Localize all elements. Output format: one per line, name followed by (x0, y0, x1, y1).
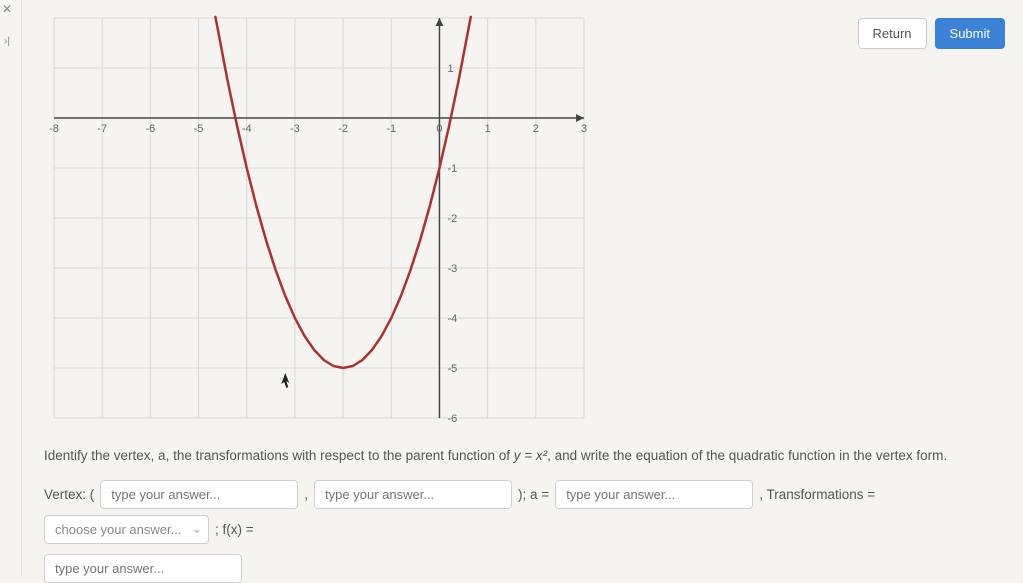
answer-row-2 (44, 554, 1005, 583)
svg-text:-8: -8 (49, 123, 59, 135)
svg-text:2: 2 (533, 123, 539, 135)
prompt-text-pre: Identify the vertex, a, the transformati… (44, 448, 514, 463)
vertex-x-input[interactable] (100, 480, 298, 509)
comma-label: , (304, 487, 308, 502)
collapse-icon[interactable]: ›| (4, 36, 10, 47)
transformations-select[interactable]: choose your answer... (44, 515, 209, 544)
svg-text:1: 1 (447, 63, 453, 75)
fx-label: ; f(x) = (215, 522, 254, 537)
close-icon[interactable]: ✕ (2, 2, 12, 16)
svg-text:-3: -3 (447, 263, 457, 275)
svg-text:-1: -1 (447, 163, 457, 175)
graph-container: -8 -7 -6 -5 -4 -3 -2 -1 0 1 2 3 -6 -5 -4 -3 -2 -1 1 (44, 8, 594, 428)
svg-text:-2: -2 (447, 213, 457, 225)
svg-text:-6: -6 (447, 413, 457, 425)
main-content: -8 -7 -6 -5 -4 -3 -2 -1 0 1 2 3 -6 -5 -4 -3 -2 -1 1 Identi… (44, 8, 1005, 568)
a-input[interactable] (555, 480, 753, 509)
svg-text:0: 0 (436, 123, 442, 135)
a-label: ); a = (518, 487, 549, 502)
svg-text:-7: -7 (97, 123, 107, 135)
svg-text:-2: -2 (338, 123, 348, 135)
answer-row-1: Vertex: ( , ); a = , Transformations = c… (44, 480, 1005, 544)
vertex-y-input[interactable] (314, 480, 512, 509)
svg-text:-4: -4 (447, 313, 457, 325)
vertex-label: Vertex: ( (44, 487, 94, 502)
left-sidebar: ✕ ›| (0, 0, 22, 576)
svg-text:1: 1 (485, 123, 491, 135)
prompt-text-post: , and write the equation of the quadrati… (547, 448, 947, 463)
prompt-math: y = x² (514, 448, 547, 463)
parabola-graph: -8 -7 -6 -5 -4 -3 -2 -1 0 1 2 3 -6 -5 -4 -3 -2 -1 1 (44, 8, 594, 428)
question-prompt: Identify the vertex, a, the transformati… (44, 446, 1005, 466)
transforms-label: , Transformations = (759, 487, 875, 502)
svg-text:-5: -5 (194, 123, 204, 135)
svg-text:-4: -4 (242, 123, 252, 135)
svg-text:-5: -5 (447, 363, 457, 375)
svg-text:-1: -1 (386, 123, 396, 135)
svg-text:3: 3 (581, 123, 587, 135)
svg-text:-3: -3 (290, 123, 300, 135)
svg-text:-6: -6 (145, 123, 155, 135)
fx-input[interactable] (44, 554, 242, 583)
